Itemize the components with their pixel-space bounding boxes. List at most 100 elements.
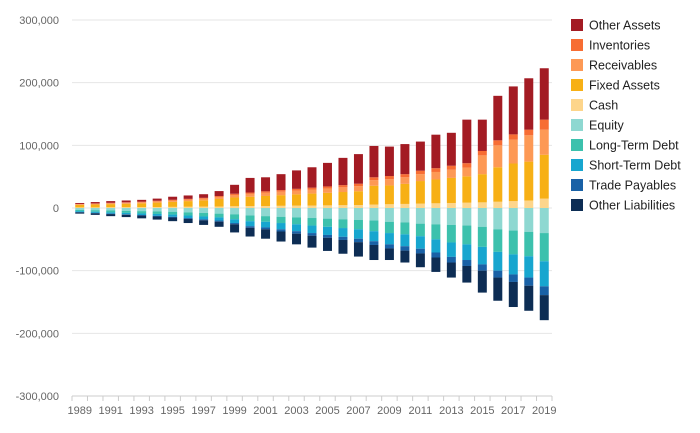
bar-fixed-assets: [261, 195, 271, 206]
x-tick-label: 2007: [346, 405, 370, 417]
bar-fixed-assets: [524, 161, 534, 201]
bar-other-assets: [152, 198, 162, 201]
bar-other-liabilities: [199, 220, 209, 225]
bar-equity: [168, 208, 178, 212]
bar-other-liabilities: [168, 217, 178, 222]
bar-short-term-debt: [261, 221, 271, 228]
bar-short-term-debt: [477, 246, 487, 265]
bar-other-liabilities: [508, 281, 518, 308]
y-tick-label: 200,000: [19, 78, 59, 90]
bar-receivables: [199, 198, 209, 201]
bar-fixed-assets: [477, 174, 487, 203]
bar-long-term-debt: [152, 211, 162, 214]
bar-fixed-assets: [415, 181, 425, 204]
legend-label: Short-Term Debt: [589, 159, 681, 173]
bar-receivables: [369, 180, 379, 186]
bar-fixed-assets: [199, 200, 209, 207]
bar-short-term-debt: [307, 225, 317, 234]
bar-receivables: [292, 190, 302, 195]
bar-fixed-assets: [276, 195, 286, 206]
bar-inventories: [137, 201, 147, 203]
bar-other-assets: [400, 144, 410, 175]
bar-long-term-debt: [137, 211, 147, 214]
legend-swatch: [571, 139, 583, 151]
bar-short-term-debt: [415, 236, 425, 249]
bar-other-liabilities: [431, 257, 441, 272]
bar-trade-payables: [462, 260, 472, 266]
bar-fixed-assets: [384, 185, 394, 205]
x-tick-label: 2003: [284, 405, 308, 417]
bar-inventories: [415, 170, 425, 175]
legend-swatch: [571, 199, 583, 211]
legend-label: Inventories: [589, 39, 650, 53]
bar-cash: [152, 206, 162, 208]
bar-other-assets: [307, 167, 317, 188]
bar-other-liabilities: [338, 239, 348, 254]
bar-cash: [384, 204, 394, 208]
bar-receivables: [493, 145, 503, 168]
bar-inventories: [183, 198, 193, 200]
bar-long-term-debt: [539, 233, 549, 262]
bar-short-term-debt: [106, 212, 116, 214]
x-tick-label: 1989: [67, 405, 91, 417]
bar-short-term-debt: [199, 216, 209, 220]
bar-trade-payables: [322, 234, 332, 238]
bar-fixed-assets: [75, 204, 85, 208]
bar-fixed-assets: [431, 179, 441, 204]
x-tick-label: 2009: [377, 405, 401, 417]
bar-trade-payables: [369, 241, 379, 245]
bar-inventories: [261, 191, 271, 193]
bar-trade-payables: [446, 256, 456, 263]
bar-receivables: [276, 191, 286, 196]
bar-trade-payables: [152, 215, 162, 217]
legend-item: Other Assets: [571, 19, 661, 33]
bar-trade-payables: [524, 277, 534, 286]
bar-short-term-debt: [214, 217, 224, 221]
bar-cash: [106, 207, 116, 208]
bar-other-liabilities: [292, 233, 302, 245]
bar-cash: [353, 204, 363, 208]
bar-fixed-assets: [353, 191, 363, 205]
bar-other-liabilities: [462, 265, 472, 283]
bar-trade-payables: [276, 229, 286, 232]
legend: Other Assets Inventories Receivables Fixed …: [571, 19, 681, 213]
bar-receivables: [152, 201, 162, 203]
bar-other-liabilities: [400, 250, 410, 263]
legend-item: Equity: [571, 119, 624, 133]
bar-equity: [477, 208, 487, 227]
bar-short-term-debt: [462, 244, 472, 261]
x-tick-label: 2005: [315, 405, 339, 417]
bar-fixed-assets: [493, 167, 503, 202]
bar-equity: [292, 208, 302, 218]
bar-other-liabilities: [230, 224, 240, 233]
bar-equity: [322, 208, 332, 219]
bar-long-term-debt: [338, 219, 348, 229]
bar-other-assets: [322, 162, 332, 187]
legend-swatch: [571, 19, 583, 31]
legend-swatch: [571, 79, 583, 91]
bar-cash: [524, 200, 534, 208]
legend-label: Long-Term Debt: [589, 139, 679, 153]
bar-other-assets: [292, 170, 302, 189]
bar-short-term-debt: [168, 214, 178, 217]
bar-short-term-debt: [369, 231, 379, 242]
bar-short-term-debt: [446, 242, 456, 257]
bar-inventories: [322, 186, 332, 189]
bar-cash: [338, 205, 348, 208]
bar-receivables: [384, 179, 394, 186]
bar-trade-payables: [400, 246, 410, 251]
bar-long-term-debt: [462, 225, 472, 245]
bar-cash: [199, 206, 209, 208]
bar-long-term-debt: [90, 210, 100, 212]
bar-long-term-debt: [199, 213, 209, 217]
bar-inventories: [338, 185, 348, 188]
x-tick-label: 1993: [129, 405, 153, 417]
bar-equity: [524, 208, 534, 232]
bar-cash: [508, 201, 518, 208]
bar-other-assets: [90, 202, 100, 204]
bar-short-term-debt: [493, 251, 503, 271]
bar-fixed-assets: [152, 202, 162, 207]
bar-other-liabilities: [369, 244, 379, 261]
bar-cash: [214, 206, 224, 208]
